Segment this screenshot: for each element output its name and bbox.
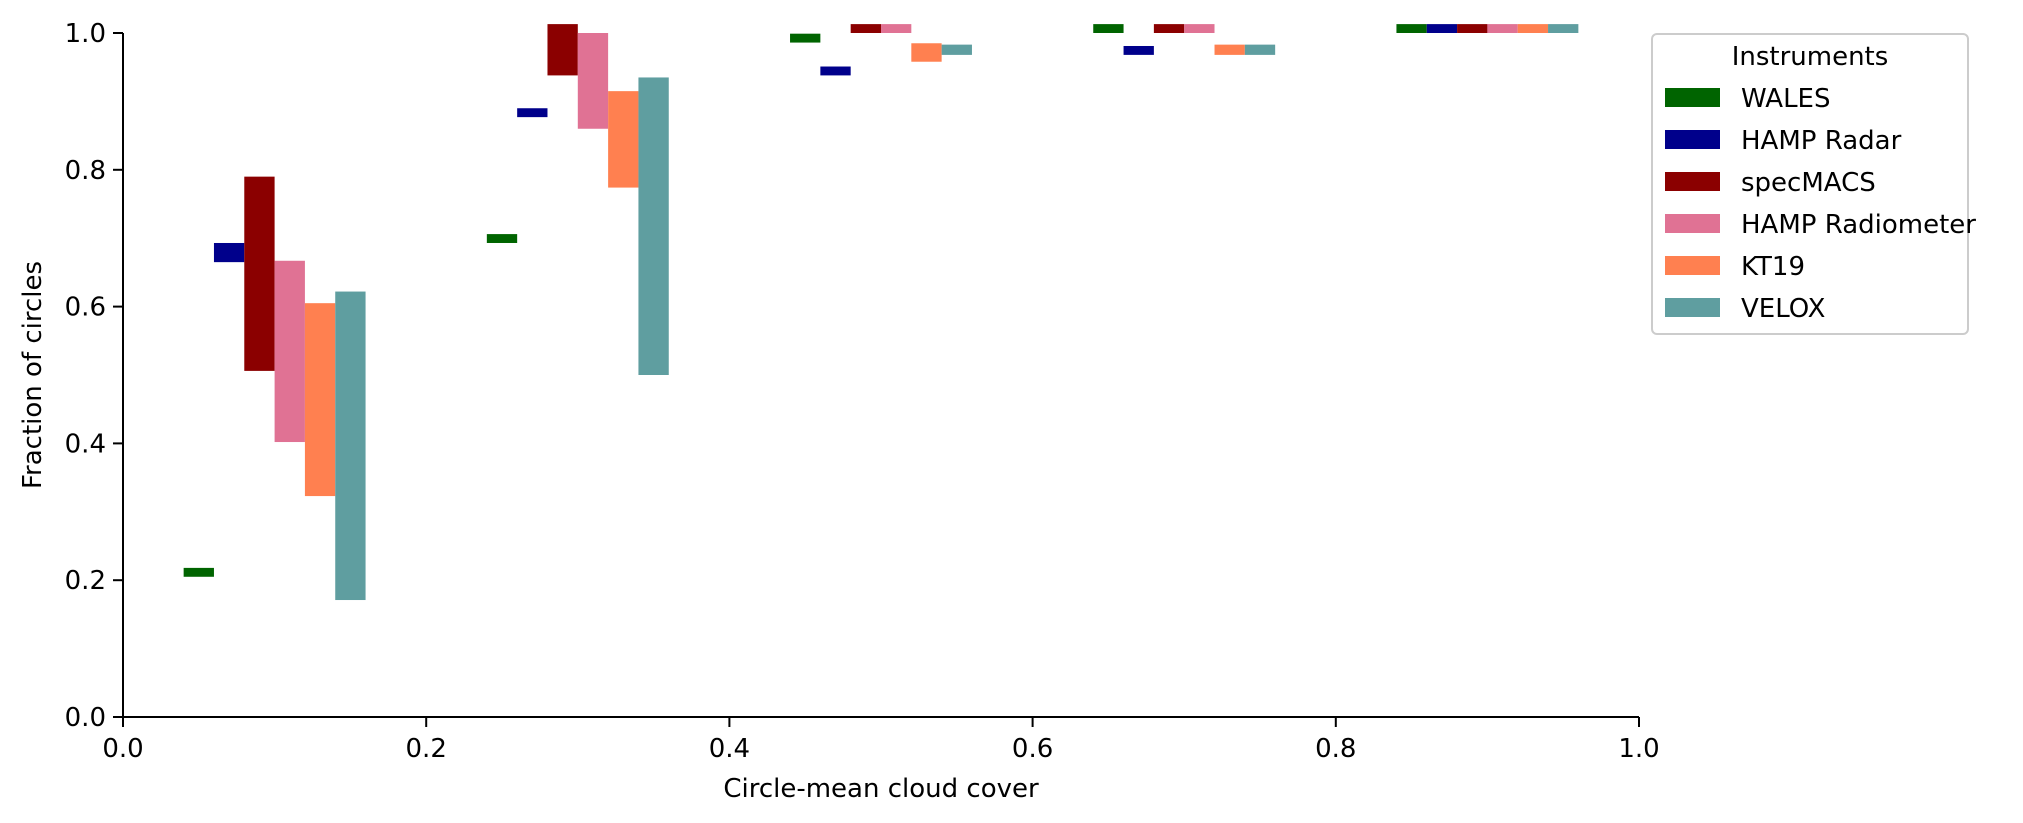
bar-specmacs <box>547 24 578 76</box>
bar-hamp-radar <box>213 242 245 263</box>
legend-label: HAMP Radar <box>1741 126 1902 156</box>
legend-label: HAMP Radiometer <box>1741 210 1976 240</box>
bars <box>183 24 1579 601</box>
legend-items: WALES HAMP Radar specMACS HAMP Radiometer KT… <box>1665 84 1976 324</box>
bar-hamp-radiometer <box>881 24 912 33</box>
bar-specmacs <box>244 176 275 371</box>
y-tick-label: 0.8 <box>65 156 106 186</box>
legend-title: Instruments <box>1732 42 1889 72</box>
x-tick-label: 0.4 <box>709 734 750 764</box>
x-tick-label: 0.2 <box>406 734 447 764</box>
y-axis-label: Fraction of circles <box>18 261 48 489</box>
bar-hamp-radiometer <box>274 260 305 443</box>
y-tick-label: 0.4 <box>65 429 106 459</box>
bar-velox <box>335 291 366 601</box>
bar-wales <box>183 567 214 577</box>
bar-hamp-radar <box>1426 24 1458 33</box>
legend: Instruments WALES HAMP Radar specMACS HAMP … <box>1651 33 1976 335</box>
bar-kt19 <box>608 91 639 188</box>
x-axis-label: Circle-mean cloud cover <box>723 774 1039 804</box>
bar-velox <box>1244 44 1276 55</box>
legend-label: KT19 <box>1741 252 1805 282</box>
bar-kt19 <box>1517 24 1549 33</box>
bar-velox <box>941 44 972 55</box>
bar-kt19 <box>304 303 336 497</box>
legend-label: WALES <box>1741 84 1831 114</box>
bar-wales <box>1396 24 1427 33</box>
legend-label: specMACS <box>1741 168 1876 198</box>
x-tick-label: 0.0 <box>102 734 143 764</box>
y-tick-label: 1.0 <box>65 19 106 49</box>
x-tick-label: 0.6 <box>1012 734 1053 764</box>
legend-swatch <box>1665 172 1720 191</box>
legend-swatch <box>1665 214 1720 233</box>
y-tick-label: 0.0 <box>65 703 106 733</box>
legend-label: VELOX <box>1741 294 1825 324</box>
x-tick-label: 0.8 <box>1315 734 1356 764</box>
bar-hamp-radar <box>820 66 851 76</box>
bar-wales <box>790 33 821 43</box>
bar-hamp-radiometer <box>577 33 609 129</box>
legend-swatch <box>1665 256 1720 275</box>
bar-hamp-radiometer <box>1487 24 1518 33</box>
bar-specmacs <box>850 24 881 33</box>
y-ticks: 0.0 0.2 0.4 0.6 0.8 1.0 <box>65 19 123 733</box>
bar-hamp-radar <box>517 108 548 118</box>
bar-wales <box>486 234 518 243</box>
bar-velox <box>1548 24 1579 33</box>
y-tick-label: 0.6 <box>65 293 106 323</box>
legend-frame <box>1651 33 1969 335</box>
y-tick-label: 0.2 <box>65 566 106 596</box>
bar-hamp-radar <box>1123 45 1154 55</box>
bar-velox <box>638 77 669 376</box>
bar-specmacs <box>1457 24 1488 33</box>
x-tick-label: 1.0 <box>1618 734 1659 764</box>
bar-specmacs <box>1153 24 1185 33</box>
legend-swatch <box>1665 298 1720 317</box>
bar-kt19 <box>1214 44 1245 55</box>
bar-kt19 <box>911 43 942 62</box>
legend-swatch <box>1665 130 1720 149</box>
legend-swatch <box>1665 88 1720 107</box>
bar-hamp-radiometer <box>1184 24 1215 33</box>
bar-wales <box>1093 24 1124 33</box>
x-ticks: 0.0 0.2 0.4 0.6 0.8 1.0 <box>102 717 1660 764</box>
